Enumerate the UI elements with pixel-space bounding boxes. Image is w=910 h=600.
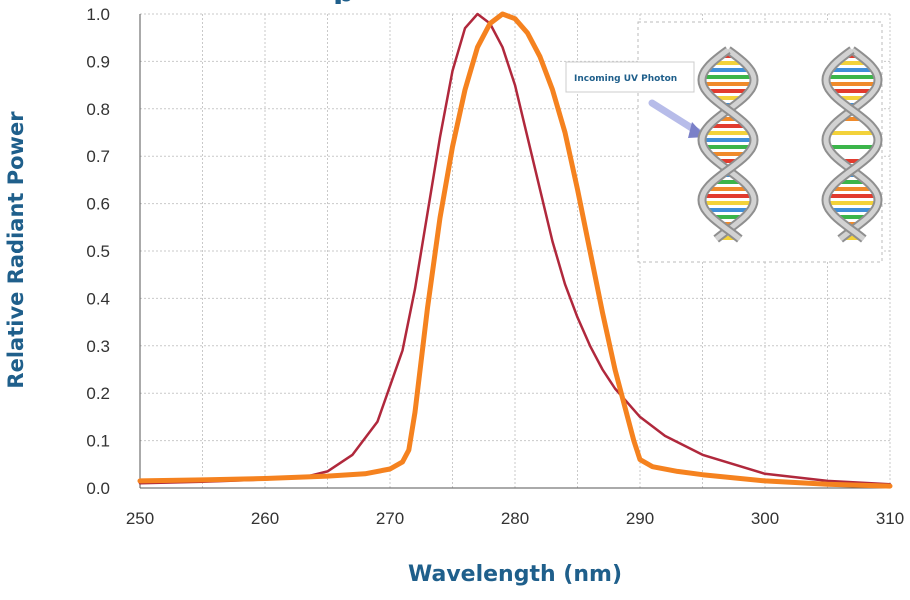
y-tick-label: 0.6 [86, 195, 110, 214]
damaged-dna-helix-icon [821, 46, 883, 243]
x-tick-label: 270 [376, 509, 404, 528]
inset-illustration: Incoming UV Photon [565, 21, 883, 263]
photon-arrow [648, 99, 702, 136]
x-tick-label: 300 [751, 509, 779, 528]
helix-strand-highlight [823, 47, 881, 241]
helix-strand-highlight [823, 47, 881, 241]
callout-box [565, 61, 695, 93]
x-tick-label: 280 [501, 509, 529, 528]
x-tick-label: 310 [876, 509, 904, 528]
y-tick-label: 0.4 [86, 289, 110, 308]
x-tick-label: 260 [251, 509, 279, 528]
y-tick-label: 0.0 [86, 479, 110, 498]
y-tick-label: 1.0 [86, 5, 110, 24]
y-tick-label: 0.1 [86, 432, 110, 451]
y-tick-label: 0.5 [86, 242, 110, 261]
y-tick-label: 0.9 [86, 52, 110, 71]
y-tick-label: 0.2 [86, 384, 110, 403]
x-tick-label: 290 [626, 509, 654, 528]
series-line-1 [138, 12, 892, 486]
series-line-2 [137, 11, 893, 489]
chart-title-fragment: p [333, 0, 373, 4]
x-axis-label: Wavelength (nm) [408, 562, 622, 587]
callout-label: Incoming UV Photon [574, 74, 677, 84]
helix-strand-highlight [699, 47, 757, 241]
dna-helix-icon [697, 46, 759, 243]
y-axis-label: Relative Radiant Power [4, 111, 28, 389]
helix-strand-highlight [699, 47, 757, 241]
y-tick-label: 0.3 [86, 337, 110, 356]
y-tick-label: 0.7 [86, 147, 110, 166]
y-tick-label: 0.8 [86, 100, 110, 119]
x-tick-label: 250 [126, 509, 154, 528]
